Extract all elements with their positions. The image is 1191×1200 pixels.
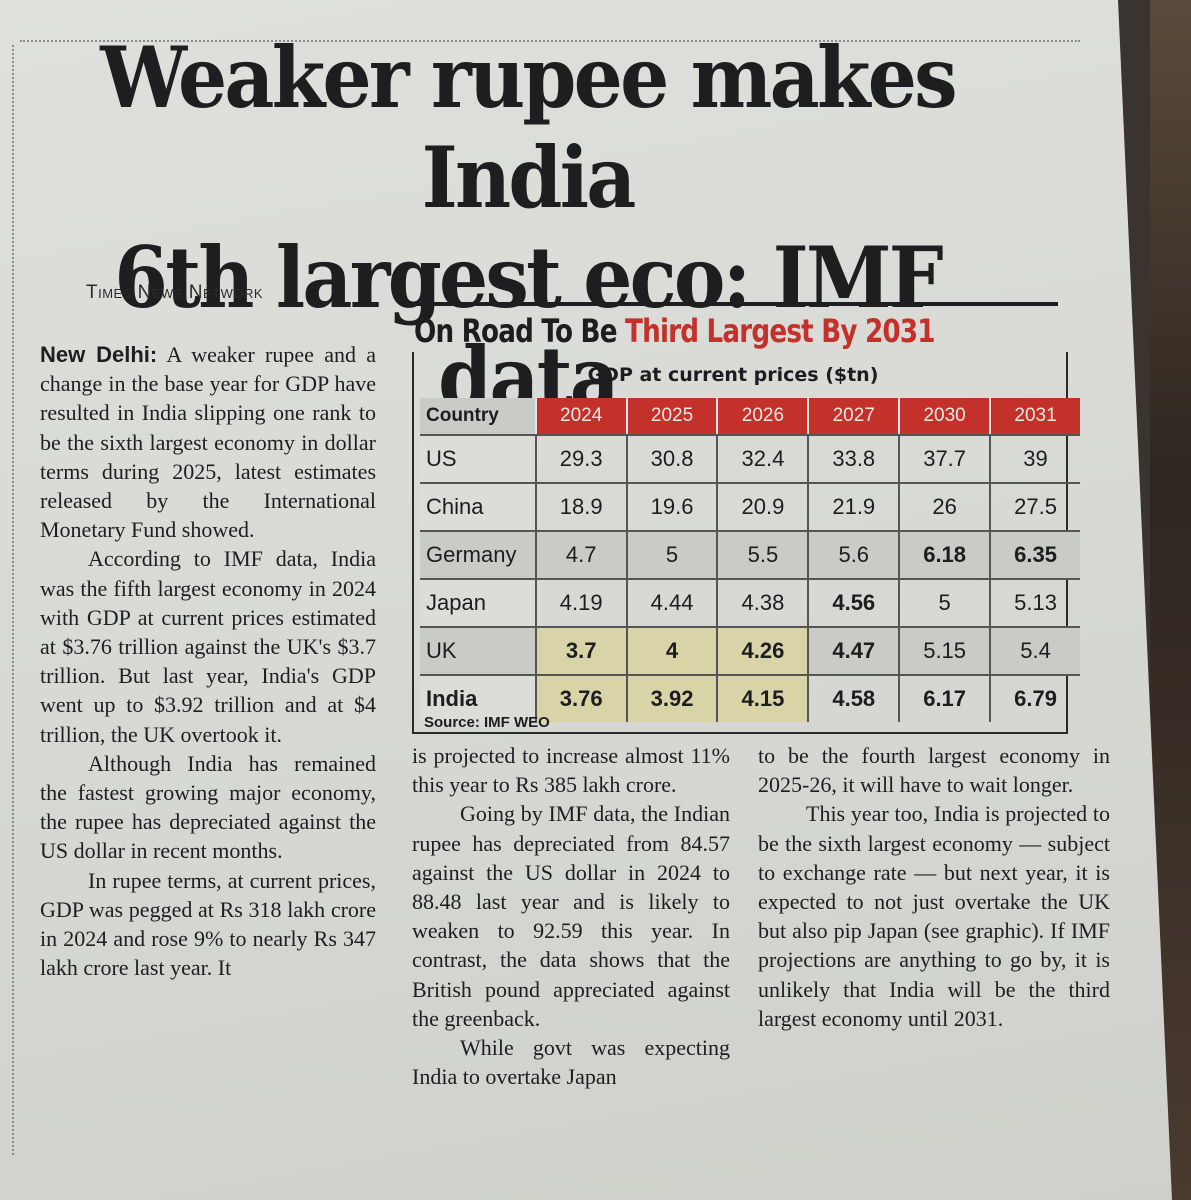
graphic-source: Source: IMF WEO [424, 714, 550, 731]
value-cell: 4.15 [716, 674, 808, 722]
value-cell: 4.19 [534, 578, 626, 626]
value-cell: 3.92 [625, 674, 717, 722]
value-cell: 18.9 [534, 482, 626, 530]
headline-line-2: 6th largest eco: IMF data [114, 228, 943, 427]
paragraph: is projected to increase almost 11% this… [412, 743, 730, 798]
value-cell: 4.44 [625, 578, 717, 626]
value-cell: 27.5 [989, 482, 1080, 530]
value-cell: 3.7 [534, 626, 626, 674]
column-header: 2030 [898, 398, 990, 434]
paragraph: This year too, India is projected to be … [758, 801, 1110, 1031]
value-cell: 6.35 [989, 530, 1080, 578]
column-header: 2024 [534, 398, 626, 434]
country-cell: Germany [420, 530, 535, 578]
dateline: New Delhi: [40, 342, 158, 367]
value-cell: 32.4 [716, 434, 808, 482]
value-cell: 4.56 [807, 578, 899, 626]
table-row: UK 3.7 4 4.26 4.47 5.15 5.4 [420, 626, 1080, 674]
column-header: 2027 [807, 398, 899, 434]
value-cell: 5.15 [898, 626, 990, 674]
value-cell: 29.3 [534, 434, 626, 482]
column-header: Country [420, 398, 535, 434]
country-cell: UK [420, 626, 535, 674]
value-cell: 21.9 [807, 482, 899, 530]
table-row: Japan 4.19 4.44 4.38 4.56 5 5.13 [420, 578, 1080, 626]
value-cell: 30.8 [625, 434, 717, 482]
country-cell: US [420, 434, 535, 482]
paragraph: According to IMF data, India was the fif… [40, 546, 376, 747]
gdp-table: Country 2024 2025 2026 2027 2030 2031 US… [420, 398, 1080, 722]
value-cell: 5.13 [989, 578, 1080, 626]
dotted-rule-left [12, 45, 14, 1155]
value-cell: 33.8 [807, 434, 899, 482]
paragraph: In rupee terms, at current prices, GDP w… [40, 867, 376, 981]
value-cell: 6.17 [898, 674, 990, 722]
gdp-graphic: On Road To Be Third Largest By 2031 GDP … [408, 302, 1080, 734]
graphic-title-red: Third Largest By 2031 [625, 312, 936, 350]
value-cell: 5 [625, 530, 717, 578]
headline-line-1: Weaker rupee makes India [100, 28, 957, 227]
value-cell: 26 [898, 482, 990, 530]
paragraph: to be the fourth largest economy in 2025… [758, 743, 1110, 798]
byline: Times News Network [86, 282, 264, 303]
table-row: US 29.3 30.8 32.4 33.8 37.7 39 [420, 434, 1080, 482]
value-cell: 4.58 [807, 674, 899, 722]
table-header-row: Country 2024 2025 2026 2027 2030 2031 [420, 398, 1080, 434]
article-column-2: is projected to increase almost 11% this… [412, 741, 730, 1091]
graphic-subtitle: GDP at current prices ($tn) [587, 364, 879, 386]
value-cell: 4.38 [716, 578, 808, 626]
paragraph: New Delhi: A weaker rupee and a change i… [40, 340, 376, 544]
value-cell: 5.6 [807, 530, 899, 578]
value-cell: 6.18 [898, 530, 990, 578]
column-header: 2031 [989, 398, 1080, 434]
headline: Weaker rupee makes India 6th largest eco… [40, 28, 1015, 428]
value-cell: 6.79 [989, 674, 1080, 722]
country-cell: China [420, 482, 535, 530]
value-cell: 4.47 [807, 626, 899, 674]
paragraph: Although India has remained the fastest … [40, 750, 376, 864]
value-cell: 39 [989, 434, 1080, 482]
table-row: Germany 4.7 5 5.5 5.6 6.18 6.35 [420, 530, 1080, 578]
country-cell: India [420, 674, 535, 722]
value-cell: 4 [625, 626, 717, 674]
column-header: 2025 [625, 398, 717, 434]
country-cell: Japan [420, 578, 535, 626]
value-cell: 5 [898, 578, 990, 626]
article-column-1: New Delhi: A weaker rupee and a change i… [40, 340, 376, 982]
paragraph-text: A weaker rupee and a change in the base … [40, 342, 376, 543]
value-cell: 5.4 [989, 626, 1080, 674]
paragraph: While govt was expecting India to overta… [412, 1035, 730, 1090]
value-cell: 5.5 [716, 530, 808, 578]
article-column-3: to be the fourth largest economy in 2025… [758, 741, 1110, 1033]
dotted-rule-top [20, 40, 1080, 42]
graphic-header: On Road To Be Third Largest By 2031 [408, 302, 1058, 354]
value-cell: 3.76 [534, 674, 626, 722]
graphic-title-black: On Road To Be [414, 312, 626, 350]
value-cell: 20.9 [716, 482, 808, 530]
table-row: China 18.9 19.6 20.9 21.9 26 27.5 [420, 482, 1080, 530]
column-header: 2026 [716, 398, 808, 434]
paragraph: Going by IMF data, the Indian rupee has … [412, 801, 730, 1031]
graphic-title: On Road To Be Third Largest By 2031 [414, 312, 936, 350]
value-cell: 4.7 [534, 530, 626, 578]
table-row: India 3.76 3.92 4.15 4.58 6.17 6.79 [420, 674, 1080, 722]
value-cell: 19.6 [625, 482, 717, 530]
value-cell: 4.26 [716, 626, 808, 674]
value-cell: 37.7 [898, 434, 990, 482]
